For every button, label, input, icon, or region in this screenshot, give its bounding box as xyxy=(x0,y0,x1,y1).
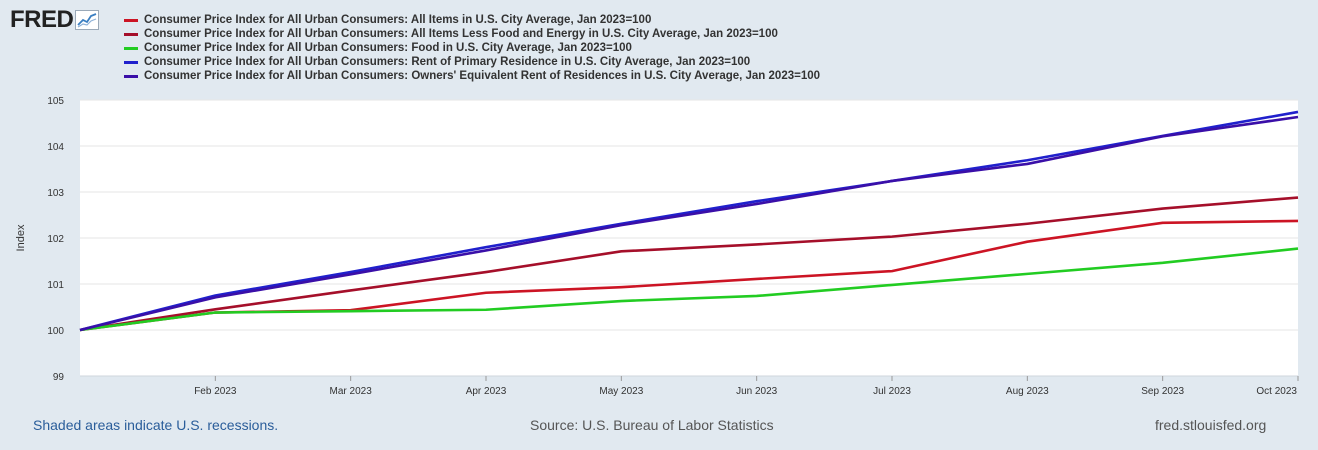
y-tick-label: 102 xyxy=(47,234,64,245)
series-line-3[interactable] xyxy=(79,110,1299,332)
x-tick-label: Jun 2023 xyxy=(736,386,778,397)
y-axis-ticks: 99 100 101 102 103 104 105 xyxy=(47,96,64,383)
fred-logo[interactable]: FRED xyxy=(10,6,100,33)
source-note: Source: U.S. Bureau of Labor Statistics xyxy=(530,417,774,433)
x-tick-label: Oct 2023 xyxy=(1256,386,1297,397)
x-tick-label: Sep 2023 xyxy=(1141,386,1184,397)
gridlines xyxy=(80,99,1298,377)
y-axis-title: Index xyxy=(15,224,27,251)
x-tick-label: May 2023 xyxy=(599,386,643,397)
legend-swatch xyxy=(124,60,138,64)
legend-swatch xyxy=(124,18,138,22)
legend-entry-oer[interactable]: Consumer Price Index for All Urban Consu… xyxy=(124,69,820,83)
legend-swatch xyxy=(124,46,138,50)
line-chart[interactable]: 99 100 101 102 103 104 105 Feb 2023 Mar 2023 Apr… xyxy=(0,0,1318,410)
y-tick-label: 99 xyxy=(53,372,65,383)
x-tick-label: Mar 2023 xyxy=(330,386,373,397)
legend-swatch xyxy=(124,32,138,36)
logo-text: FRED xyxy=(10,6,74,33)
x-axis-ticks: Feb 2023 Mar 2023 Apr 2023 May 2023 Jun 2023… xyxy=(194,376,1299,397)
x-tick-label: Apr 2023 xyxy=(466,386,507,397)
x-tick-label: Jul 2023 xyxy=(873,386,911,397)
y-tick-label: 100 xyxy=(47,326,64,337)
series-line-4[interactable] xyxy=(79,115,1299,332)
legend-entry-all-items[interactable]: Consumer Price Index for All Urban Consu… xyxy=(124,13,820,27)
line-chart-icon xyxy=(75,10,100,30)
series-line-2[interactable] xyxy=(79,247,1299,332)
recession-note: Shaded areas indicate U.S. recessions. xyxy=(33,417,279,433)
y-tick-label: 105 xyxy=(47,96,64,107)
chart-legend: Consumer Price Index for All Urban Consu… xyxy=(124,13,820,83)
legend-entry-rent[interactable]: Consumer Price Index for All Urban Consu… xyxy=(124,55,820,69)
series-line-1[interactable] xyxy=(79,196,1299,332)
legend-label: Consumer Price Index for All Urban Consu… xyxy=(144,42,632,54)
x-tick-label: Feb 2023 xyxy=(194,386,237,397)
y-tick-label: 101 xyxy=(47,280,64,291)
series-lines xyxy=(79,110,1299,332)
legend-entry-food[interactable]: Consumer Price Index for All Urban Consu… xyxy=(124,41,820,55)
legend-swatch xyxy=(124,74,138,78)
x-tick-label: Aug 2023 xyxy=(1006,386,1049,397)
legend-label: Consumer Price Index for All Urban Consu… xyxy=(144,14,652,26)
legend-label: Consumer Price Index for All Urban Consu… xyxy=(144,56,751,68)
site-link[interactable]: fred.stlouisfed.org xyxy=(1155,417,1267,433)
legend-label: Consumer Price Index for All Urban Consu… xyxy=(144,28,778,40)
legend-entry-core[interactable]: Consumer Price Index for All Urban Consu… xyxy=(124,27,820,41)
y-tick-label: 104 xyxy=(47,142,64,153)
legend-label: Consumer Price Index for All Urban Consu… xyxy=(144,70,821,82)
y-tick-label: 103 xyxy=(47,188,64,199)
